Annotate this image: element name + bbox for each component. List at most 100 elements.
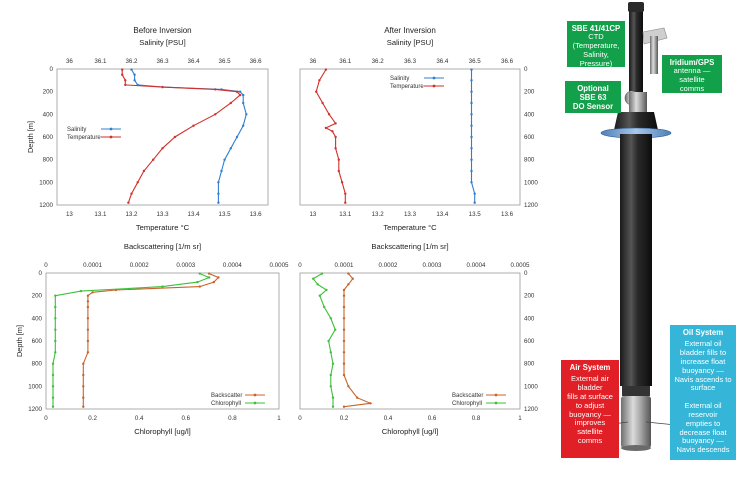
legend-marker xyxy=(494,393,498,397)
data-point-chlorophyll xyxy=(334,328,337,331)
bottom-tick-label: 13.4 xyxy=(436,211,449,218)
data-point-temperature xyxy=(324,68,328,71)
data-point-salinity xyxy=(217,192,220,195)
top-axis-label: Backscattering [1/m sr] xyxy=(124,242,201,251)
bottom-tick-label: 0.2 xyxy=(88,415,97,422)
top-tick-label: 36.4 xyxy=(436,58,449,65)
air-system-line: satellite xyxy=(577,427,603,437)
top-tick-label: 36.3 xyxy=(156,58,169,65)
data-point-temperature xyxy=(318,79,321,82)
plot-frame xyxy=(56,68,269,206)
bottom-tick-label: 1 xyxy=(277,415,281,422)
y-tick-label: 200 xyxy=(32,293,43,300)
y-axis-label: Depth [m] xyxy=(15,325,24,357)
data-point-salinity xyxy=(238,90,242,93)
data-point-backscatter xyxy=(82,385,85,388)
top-tick-label: 0.0003 xyxy=(176,262,195,269)
data-point-backscatter xyxy=(342,288,346,292)
data-point-chlorophyll xyxy=(51,396,55,399)
antenna-callout-title: Iridium/GPS xyxy=(669,58,715,67)
bottom-tick-label: 13.3 xyxy=(156,211,169,218)
data-point-chlorophyll xyxy=(54,305,57,309)
y-tick-label: 800 xyxy=(32,361,43,368)
oil-system-line: decrease float xyxy=(679,427,727,437)
bottom-tick-label: 13.6 xyxy=(250,211,263,218)
data-point-temperature xyxy=(334,122,337,125)
series-line-temperature xyxy=(315,69,346,203)
y-tick-label: 1000 xyxy=(524,179,538,186)
data-point-chlorophyll xyxy=(207,276,211,279)
legend-marker xyxy=(109,127,113,131)
bottom-tick-label: 1 xyxy=(518,415,522,422)
top-tick-label: 0.0003 xyxy=(423,262,442,269)
data-point-backscatter xyxy=(342,328,346,331)
antenna-callout-line: antenna — xyxy=(673,66,711,76)
data-point-backscatter xyxy=(207,272,211,275)
bottom-axis-label: Temperature °C xyxy=(136,223,190,232)
data-point-temperature xyxy=(344,192,347,195)
data-point-backscatter xyxy=(342,373,346,377)
data-point-salinity xyxy=(245,113,248,116)
oil-system-line: reservoir xyxy=(688,409,718,419)
top-tick-label: 0.0004 xyxy=(223,262,242,269)
legend-marker xyxy=(109,135,113,139)
y-tick-label: 800 xyxy=(524,361,535,368)
y-tick-label: 1000 xyxy=(28,383,42,390)
data-point-chlorophyll xyxy=(196,280,199,284)
air-system-line: buoyancy — xyxy=(569,409,611,419)
data-point-temperature xyxy=(173,135,177,139)
data-point-salinity xyxy=(220,169,223,173)
legend-label: Salinity xyxy=(390,76,409,82)
top-tick-label: 0 xyxy=(44,262,48,269)
y-tick-label: 1000 xyxy=(524,383,538,390)
data-point-backscatter xyxy=(347,272,350,275)
data-point-salinity xyxy=(470,124,473,127)
data-point-backscatter xyxy=(347,385,350,388)
y-tick-label: 1200 xyxy=(524,202,538,209)
data-point-chlorophyll xyxy=(54,294,57,297)
oil-system-line: surface xyxy=(690,383,716,393)
legend-label: Temperature xyxy=(67,135,101,141)
ctd-callout-line: Pressure) xyxy=(579,58,613,68)
data-point-temperature xyxy=(127,201,130,204)
data-point-temperature xyxy=(124,83,127,87)
data-point-temperature xyxy=(337,169,340,173)
antenna-callout: Iridium/GPS antenna — satellite comms xyxy=(662,55,722,93)
oil-system-line: bladder fills to xyxy=(679,348,727,358)
y-tick-label: 0 xyxy=(50,66,54,73)
bottom-tick-label: 13.1 xyxy=(339,211,352,218)
data-point-backscatter xyxy=(351,277,354,280)
antenna-callout-line: satellite xyxy=(679,75,705,85)
y-tick-label: 400 xyxy=(32,315,43,322)
y-tick-label: 600 xyxy=(524,338,535,345)
bottom-tick-label: 0 xyxy=(298,415,302,422)
top-tick-label: 36.2 xyxy=(372,58,385,65)
bottom-tick-label: 13.5 xyxy=(469,211,482,218)
plot-frame xyxy=(45,272,280,410)
data-point-backscatter xyxy=(342,339,346,343)
data-point-temperature xyxy=(214,113,217,116)
oil-system-line: Navis ascends to xyxy=(674,374,732,384)
ctd-callout-title: SBE 41/41CP xyxy=(571,24,621,33)
data-point-backscatter xyxy=(217,276,220,279)
plot-frame xyxy=(299,68,521,206)
y-tick-label: 600 xyxy=(43,134,54,141)
data-point-salinity xyxy=(473,201,476,204)
data-point-salinity xyxy=(470,79,473,82)
bottom-tick-label: 13.3 xyxy=(404,211,417,218)
chart-title: Before Inversion xyxy=(133,26,191,35)
navis-float-illustration xyxy=(600,2,677,451)
bottom-tick-label: 0.8 xyxy=(472,415,481,422)
air-system-line: External air xyxy=(571,374,609,384)
data-point-backscatter xyxy=(342,305,346,309)
air-system-callout-title: Air System xyxy=(569,363,611,372)
top-tick-label: 36.6 xyxy=(501,58,514,65)
legend-label: Temperature xyxy=(390,84,424,90)
data-point-temperature xyxy=(327,113,331,116)
chart-title: After Inversion xyxy=(384,26,436,35)
data-point-temperature xyxy=(334,135,337,139)
data-point-chlorophyll xyxy=(79,289,83,293)
top-tick-label: 0.0004 xyxy=(467,262,486,269)
data-point-salinity xyxy=(470,169,473,173)
data-point-backscatter xyxy=(86,294,90,297)
